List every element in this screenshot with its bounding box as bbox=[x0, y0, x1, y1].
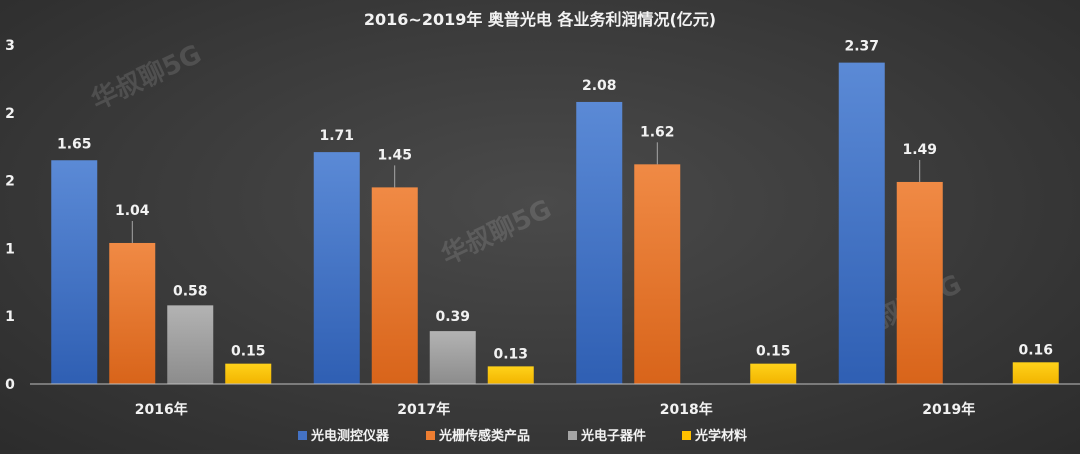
y-tick-label: 1 bbox=[5, 241, 15, 257]
bar-2-2017年 bbox=[371, 187, 418, 384]
x-tick-label: 2019年 bbox=[922, 401, 975, 418]
data-label: 1.71 bbox=[319, 128, 354, 144]
legend-label: 光电子器件 bbox=[580, 428, 646, 444]
bar-4-2016年 bbox=[225, 363, 272, 384]
bar-1-2019年 bbox=[838, 62, 885, 385]
y-axis: 0 1 1 2 2 3 bbox=[5, 38, 15, 393]
data-label: 0.58 bbox=[173, 283, 208, 299]
bar-4-2019年 bbox=[1012, 362, 1059, 384]
data-label: 0.39 bbox=[435, 309, 470, 325]
legend-swatch bbox=[568, 431, 577, 440]
data-label: 1.04 bbox=[115, 203, 150, 219]
legend-label: 光栅传感类产品 bbox=[438, 428, 530, 444]
x-tick-label: 2017年 bbox=[397, 401, 450, 418]
y-tick-label: 2 bbox=[5, 106, 15, 122]
bar-1-2017年 bbox=[313, 152, 360, 384]
y-tick-label: 3 bbox=[5, 38, 15, 54]
legend-label: 光电测控仪器 bbox=[310, 428, 390, 444]
data-label: 2.37 bbox=[844, 39, 879, 55]
bar-4-2017年 bbox=[487, 366, 534, 384]
data-label: 0.16 bbox=[1018, 342, 1053, 358]
bar-1-2018年 bbox=[576, 101, 623, 385]
bar-2-2016年 bbox=[109, 242, 156, 384]
data-label: 1.65 bbox=[57, 136, 92, 152]
watermark-text: 华叔聊5G bbox=[87, 38, 207, 116]
bar-1-2016年 bbox=[51, 160, 98, 384]
data-label: 0.13 bbox=[493, 346, 528, 362]
legend-swatch bbox=[298, 431, 307, 440]
legend-swatch bbox=[682, 431, 691, 440]
data-label: 1.62 bbox=[640, 124, 675, 140]
bar-3-2017年 bbox=[429, 331, 476, 384]
x-axis: 2016年 2017年 2018年 2019年 bbox=[30, 383, 1080, 418]
x-tick-label: 2018年 bbox=[660, 401, 713, 418]
bar-2-2019年 bbox=[896, 181, 943, 384]
bar-4-2018年 bbox=[750, 363, 797, 384]
watermarks: 华叔聊5G华叔聊5G华叔聊5G bbox=[87, 38, 967, 346]
data-label: 0.15 bbox=[231, 344, 266, 360]
y-tick-label: 0 bbox=[5, 377, 15, 393]
data-labels: 1.65 1.04 0.58 0.15 1.71 1.45 0.39 0.13 2.08 1.62… bbox=[57, 39, 1053, 363]
legend: 光电测控仪器 光栅传感类产品 光电子器件 光学材料 bbox=[298, 428, 747, 444]
bar-3-2016年 bbox=[167, 305, 214, 384]
data-label: 1.45 bbox=[377, 147, 412, 163]
bar-2-2018年 bbox=[634, 164, 681, 384]
x-tick-label: 2016年 bbox=[135, 401, 188, 418]
y-tick-label: 2 bbox=[5, 174, 15, 190]
y-tick-label: 1 bbox=[5, 309, 15, 325]
data-label: 1.49 bbox=[902, 142, 937, 158]
watermark-text: 华叔聊5G bbox=[437, 193, 557, 271]
legend-label: 光学材料 bbox=[694, 428, 747, 444]
chart-title: 2016~2019年 奥普光电 各业务利润情况(亿元) bbox=[364, 10, 716, 29]
data-label: 0.15 bbox=[756, 344, 791, 360]
data-label: 2.08 bbox=[582, 78, 617, 94]
bars bbox=[51, 62, 1059, 385]
legend-swatch bbox=[426, 431, 435, 440]
